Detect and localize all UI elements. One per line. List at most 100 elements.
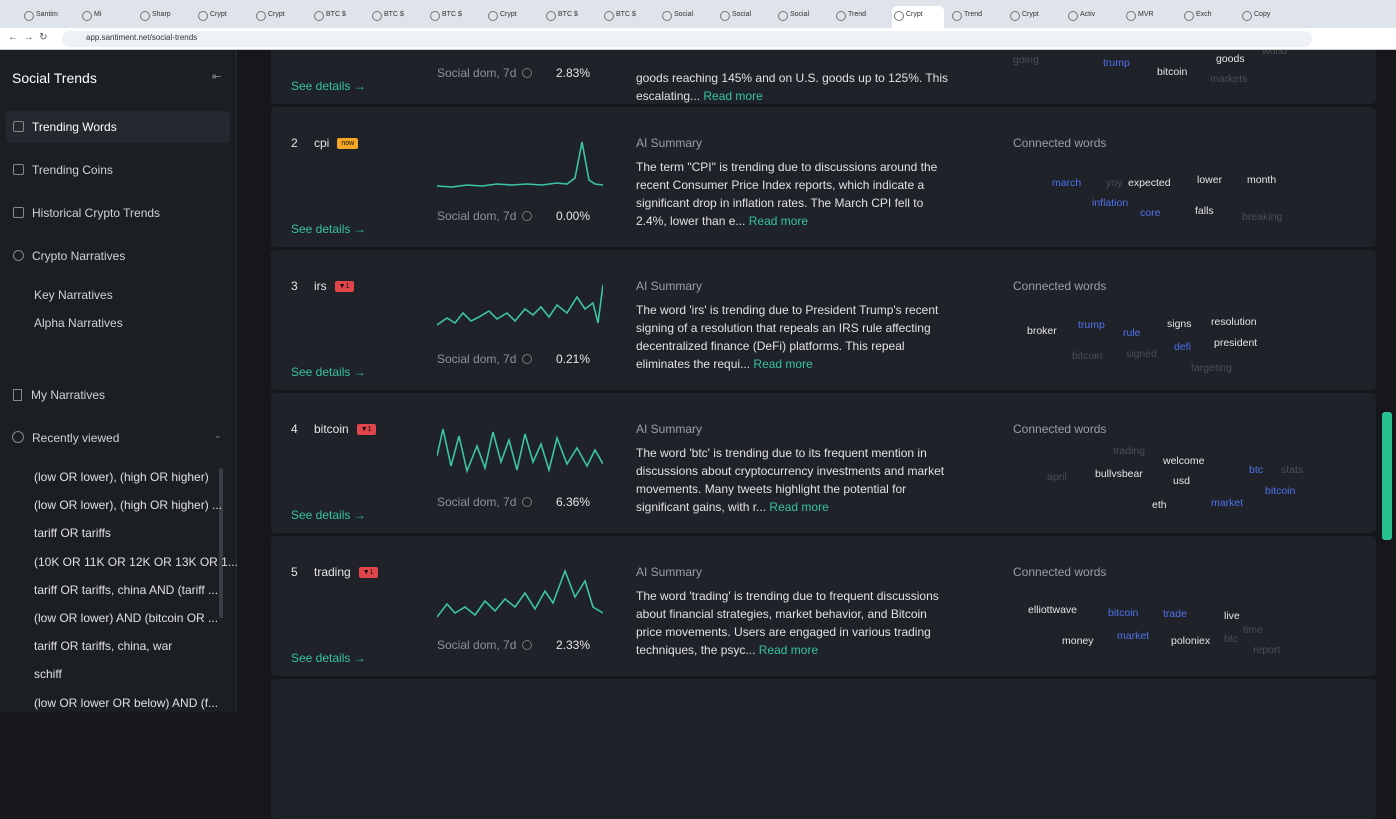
connected-word[interactable]: bitcoin [1157, 66, 1188, 78]
connected-word[interactable]: stats [1281, 464, 1304, 476]
connected-word[interactable]: goods [1216, 53, 1245, 65]
connected-word[interactable]: president [1214, 337, 1258, 349]
sub-nav-item[interactable]: Alpha Narratives [34, 316, 123, 330]
connected-word[interactable]: inflation [1092, 197, 1129, 209]
connected-word[interactable]: falls [1195, 205, 1214, 217]
connected-word[interactable]: money [1062, 635, 1094, 647]
connected-word[interactable]: resolution [1211, 316, 1257, 328]
browser-tab[interactable]: Crypt [196, 6, 248, 24]
connected-word[interactable]: rule [1123, 327, 1141, 339]
see-details[interactable]: See details → [291, 508, 366, 522]
read-more[interactable]: Read more [748, 214, 809, 228]
connected-word[interactable]: usd [1173, 475, 1190, 487]
browser-tab[interactable]: Trend [950, 6, 1002, 24]
browser-tab[interactable]: Crypt [1008, 6, 1060, 24]
browser-tab[interactable]: Crypt [254, 6, 306, 24]
nav-item[interactable]: Trending Words [32, 120, 117, 134]
see-details[interactable]: See details → [291, 79, 366, 93]
read-more[interactable]: Read more [758, 643, 819, 657]
read-more[interactable]: Read more [769, 500, 829, 514]
recent-item[interactable]: (low OR lower), (high OR higher) [34, 470, 209, 484]
see-details[interactable]: See details → [291, 365, 366, 379]
section-title[interactable]: Recently viewed [32, 431, 120, 445]
recent-item[interactable]: tariff OR tariffs, china, war [34, 639, 173, 654]
trend-word[interactable]: trading [314, 565, 351, 579]
browser-tab[interactable]: Social [776, 6, 828, 24]
see-details[interactable]: See details → [291, 651, 366, 665]
connected-word[interactable]: march [1052, 177, 1082, 189]
connected-word[interactable]: defi [1174, 341, 1191, 353]
connected-word[interactable]: core [1140, 207, 1161, 219]
trend-word[interactable]: bitcoin [314, 422, 349, 436]
connected-word[interactable]: bitcoin [1265, 485, 1296, 497]
connected-word[interactable]: expected [1128, 177, 1171, 189]
connected-word[interactable]: bitcoin [1072, 350, 1103, 362]
connected-word[interactable]: markets [1210, 73, 1248, 85]
read-more[interactable]: Read more [703, 89, 763, 103]
connected-word[interactable]: bitcoin [1108, 607, 1139, 619]
connected-word[interactable]: trump [1078, 319, 1105, 331]
read-more[interactable]: Read more [753, 357, 813, 371]
connected-word[interactable]: april [1047, 471, 1067, 483]
connected-word[interactable]: signed [1126, 348, 1157, 360]
connected-word[interactable]: market [1117, 630, 1150, 642]
browser-tab[interactable]: Social [660, 6, 712, 24]
connected-word[interactable]: live [1224, 610, 1240, 622]
recent-item[interactable]: schiff [34, 667, 62, 682]
browser-tab[interactable]: MVR [1124, 6, 1176, 24]
connected-word[interactable]: breaking [1242, 211, 1283, 223]
connected-word[interactable]: yoy [1106, 177, 1123, 189]
browser-tab[interactable]: BTC $ [312, 6, 364, 24]
browser-tab[interactable]: Exch [1182, 6, 1234, 24]
connected-word[interactable]: going [1013, 54, 1039, 66]
connected-word[interactable]: elliottwave [1028, 604, 1078, 616]
connected-word[interactable]: lower [1197, 174, 1223, 186]
browser-tab[interactable]: Crypt [892, 6, 944, 28]
recent-item[interactable]: tariff OR tariffs [34, 526, 111, 541]
connected-word[interactable]: poloniex [1171, 635, 1211, 647]
nav-item[interactable]: Historical Crypto Trends [32, 206, 161, 220]
connected-word[interactable]: month [1247, 174, 1277, 186]
browser-tab[interactable]: Mi [80, 6, 132, 24]
connected-word[interactable]: bullvsbear [1095, 468, 1143, 480]
browser-tab[interactable]: Activ [1066, 6, 1118, 24]
url[interactable]: app.santiment.net/social-trends [86, 33, 198, 42]
connected-word[interactable]: report [1253, 644, 1281, 656]
connected-word[interactable]: welcome [1163, 455, 1205, 467]
browser-tab[interactable]: BTC $ [428, 6, 480, 24]
recent-item[interactable]: (low OR lower) AND (bitcoin OR ... [34, 611, 219, 625]
nav-item[interactable]: My Narratives [31, 388, 106, 402]
nav-item[interactable]: Trending Coins [32, 163, 113, 177]
connected-word[interactable]: signs [1167, 318, 1192, 330]
recent-item[interactable]: (10K OR 11K OR 12K OR 13K OR 1... [34, 554, 238, 569]
metric-value: 2.83% [556, 66, 591, 80]
browser-tab[interactable]: BTC $ [602, 6, 654, 24]
browser-tab[interactable]: BTC $ [370, 6, 422, 24]
recent-item[interactable]: (low OR lower OR below) AND (f... [34, 695, 219, 710]
connected-word[interactable]: trading [1113, 445, 1146, 457]
browser-tab[interactable]: Trend [834, 6, 886, 24]
recent-item[interactable]: tariff OR tariffs, china AND (tariff ... [34, 582, 219, 597]
connected-word[interactable]: market [1211, 497, 1244, 509]
browser-tab[interactable]: BTC $ [544, 6, 596, 24]
connected-word[interactable]: btc [1224, 633, 1239, 645]
connected-word[interactable]: trump [1103, 57, 1130, 69]
see-details[interactable]: See details → [291, 222, 366, 236]
trend-word[interactable]: cpi [314, 136, 330, 150]
browser-tab[interactable]: Santim [22, 6, 74, 24]
browser-tab[interactable]: Crypt [486, 6, 538, 24]
nav-item[interactable]: Crypto Narratives [32, 249, 126, 263]
connected-word[interactable]: targeting [1191, 362, 1232, 374]
browser-tab[interactable]: Copy [1240, 6, 1292, 24]
tab-bar: Santim Mi Sharp Crypt Crypt BTC $ BTC $ BTC $ Cr… [0, 0, 1396, 28]
sub-nav-item[interactable]: Key Narratives [34, 288, 113, 302]
browser-tab[interactable]: Social [718, 6, 770, 24]
connected-word[interactable]: time [1243, 624, 1263, 636]
connected-word[interactable]: broker [1027, 325, 1057, 337]
browser-tab[interactable]: Sharp [138, 6, 190, 24]
recent-item[interactable]: (low OR lower), (high OR higher) ... [34, 498, 223, 513]
connected-word[interactable]: eth [1152, 499, 1167, 511]
connected-word[interactable]: btc [1249, 464, 1264, 476]
connected-word[interactable]: trade [1163, 608, 1187, 620]
trend-word[interactable]: irs [314, 279, 327, 293]
